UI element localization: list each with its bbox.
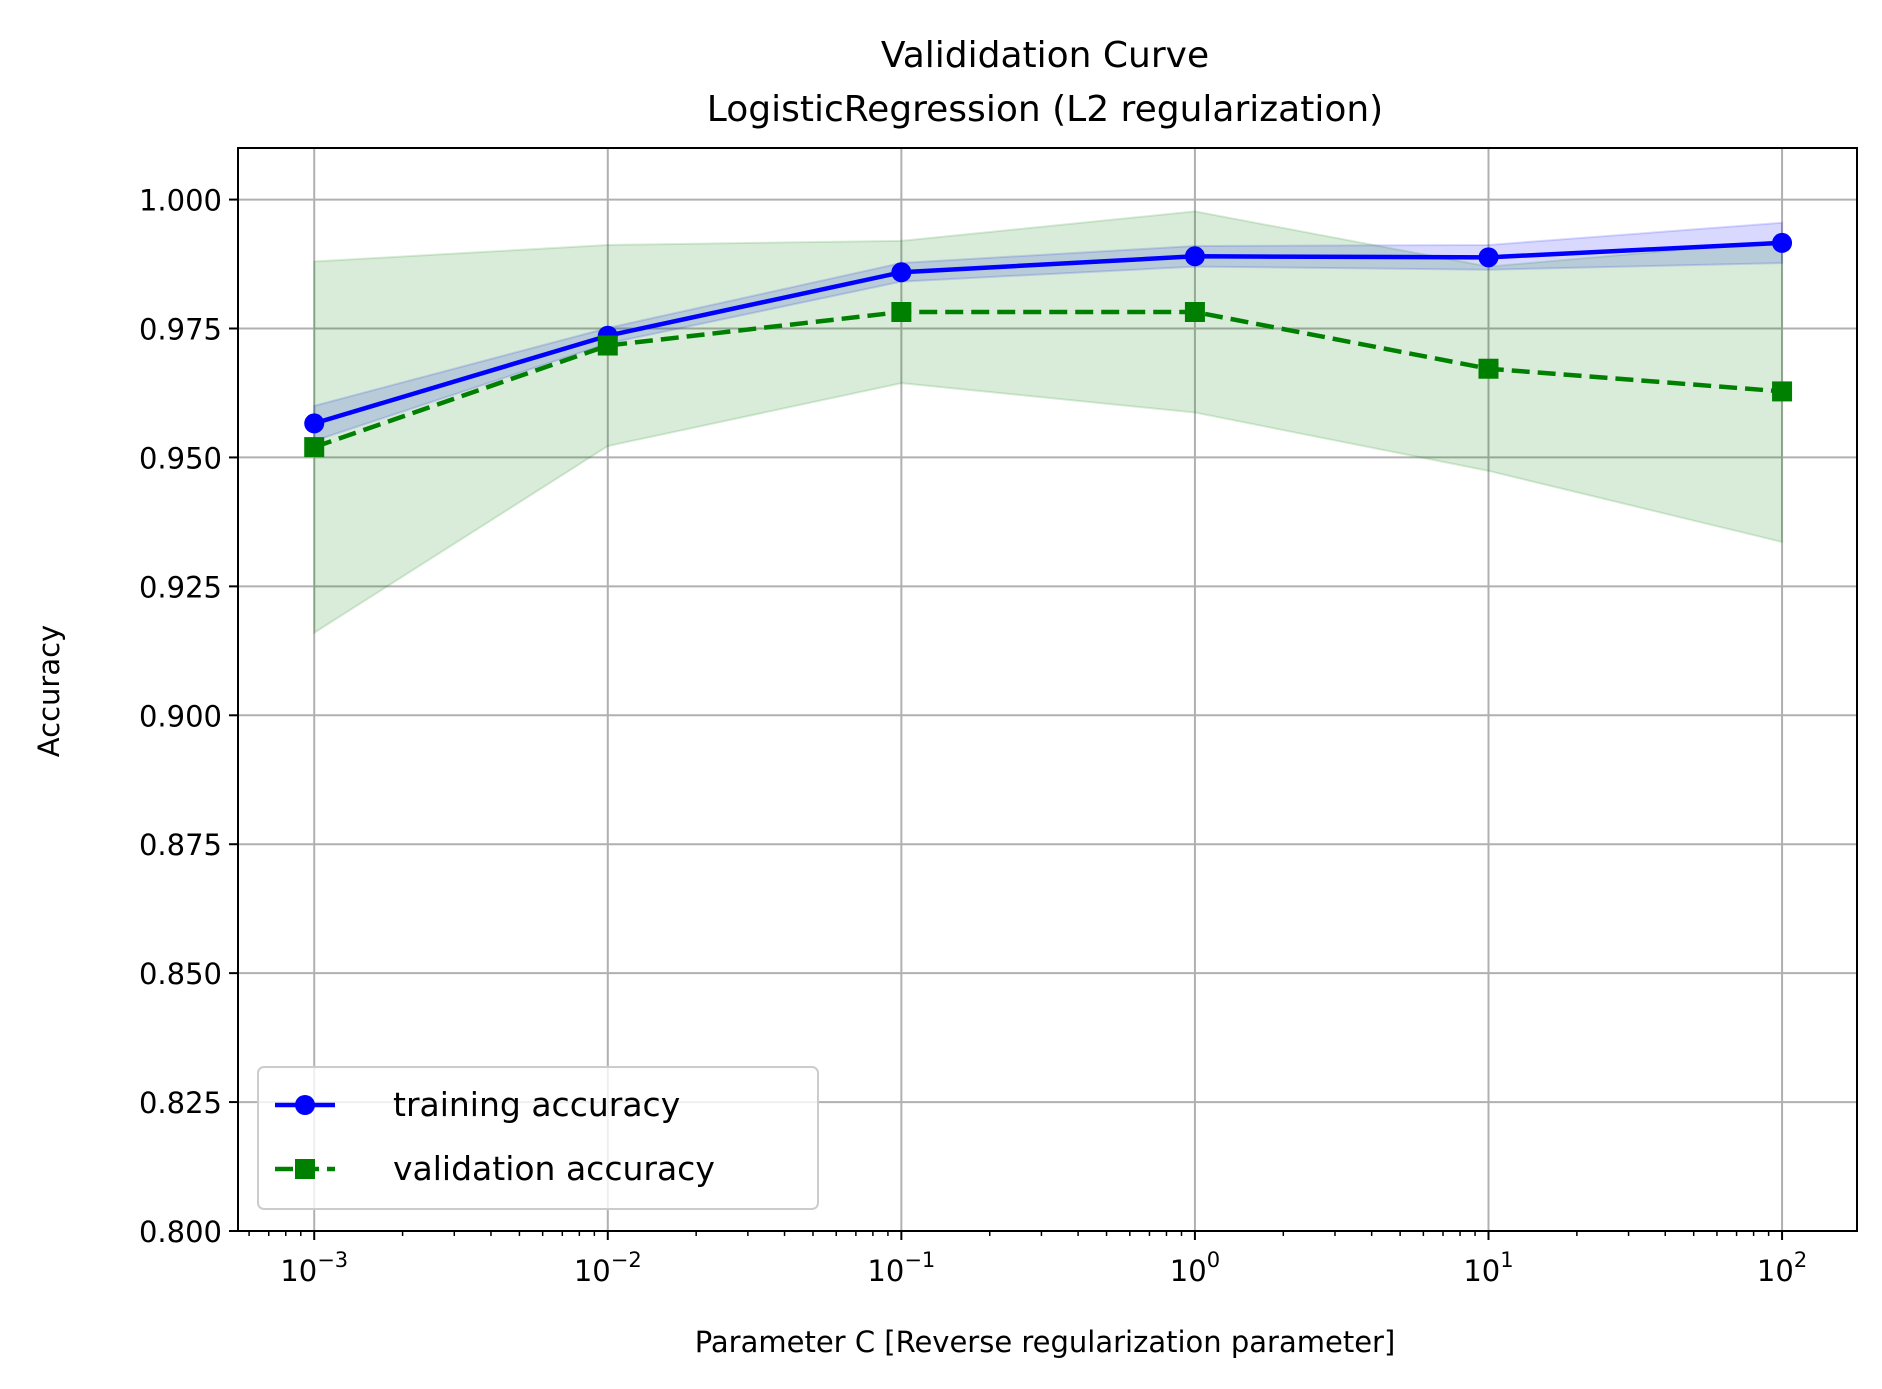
x-tick-label: 100 <box>1170 1248 1220 1288</box>
series-lines <box>313 240 1783 450</box>
y-tick-label: 0.900 <box>139 699 222 733</box>
x-tick-exponent: 2 <box>1794 1248 1807 1272</box>
x-tick-exponent: 0 <box>1207 1248 1220 1272</box>
x-tick-base: 10 <box>1463 1254 1500 1288</box>
x-tick-exponent: −1 <box>904 1248 935 1272</box>
x-tick-label: 102 <box>1757 1248 1807 1288</box>
chart-subtitle: LogisticRegression (L2 regularization) <box>707 89 1383 130</box>
y-tick-label: 0.825 <box>139 1086 222 1120</box>
y-tick-label: 0.975 <box>139 313 222 347</box>
legend: training accuracy validation accuracy <box>257 1066 819 1210</box>
legend-marker <box>295 1095 315 1115</box>
x-tick-base: 10 <box>280 1254 317 1288</box>
y-axis-label: Accuracy <box>32 625 66 757</box>
y-tick-label: 0.925 <box>139 570 222 604</box>
y-tick-label: 0.875 <box>139 828 222 862</box>
series-markers <box>304 232 1793 458</box>
x-tick-label: 10−1 <box>867 1248 935 1288</box>
data-point <box>1772 232 1793 253</box>
data-point <box>1772 381 1793 402</box>
x-tick-base: 10 <box>1170 1254 1207 1288</box>
y-tick-label: 1.000 <box>139 184 222 218</box>
x-tick-base: 10 <box>574 1254 611 1288</box>
legend-box <box>257 1066 819 1210</box>
axis-ticks: 0.800 0.825 0.850 0.875 0.900 0.925 0.950 0.975… <box>139 184 1807 1288</box>
plot-area-frame <box>237 147 1858 1232</box>
x-tick-base: 10 <box>1757 1254 1794 1288</box>
y-tick-label: 0.800 <box>139 1215 222 1249</box>
x-tick-label: 10−2 <box>574 1248 642 1288</box>
x-axis-label: Parameter C [Reverse regularization para… <box>695 1325 1396 1359</box>
data-point <box>891 301 912 322</box>
legend-label: training accuracy <box>393 1085 680 1124</box>
legend-marker <box>295 1159 315 1179</box>
data-point <box>891 262 912 283</box>
data-point <box>1478 358 1499 379</box>
chart-title: Valididation Curve <box>881 35 1209 76</box>
x-tick-exponent: 1 <box>1500 1248 1513 1272</box>
series-line <box>313 240 1783 426</box>
legend-label: validation accuracy <box>393 1149 715 1188</box>
data-point <box>1184 301 1205 322</box>
data-point <box>597 335 618 356</box>
y-tick-label: 0.950 <box>139 441 222 475</box>
x-tick-label: 10−3 <box>280 1248 348 1288</box>
data-point <box>1184 246 1205 267</box>
grid-lines <box>238 148 1857 1232</box>
x-tick-exponent: −2 <box>611 1248 642 1272</box>
confidence-band <box>313 210 1784 635</box>
data-point <box>1478 247 1499 268</box>
x-tick-label: 101 <box>1463 1248 1513 1288</box>
y-tick-label: 0.850 <box>139 957 222 991</box>
x-tick-base: 10 <box>867 1254 904 1288</box>
data-point <box>304 413 325 434</box>
data-point <box>304 437 325 458</box>
x-tick-exponent: −3 <box>317 1248 348 1272</box>
